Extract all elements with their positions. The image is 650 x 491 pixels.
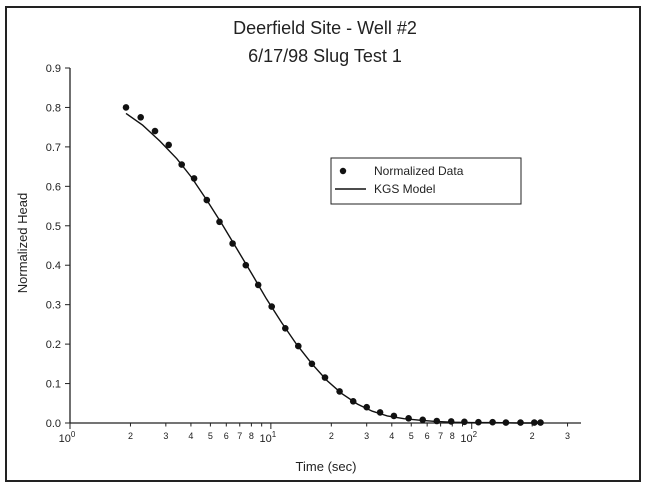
data-point bbox=[517, 419, 524, 426]
legend-label-kgs-model: KGS Model bbox=[374, 182, 435, 196]
data-point bbox=[242, 261, 250, 269]
y-axis-label: Normalized Head bbox=[15, 193, 30, 293]
data-point bbox=[419, 416, 427, 424]
data-point bbox=[537, 419, 544, 426]
x-minor-tick-label: 6 bbox=[224, 431, 229, 441]
x-minor-tick-label: 2 bbox=[329, 431, 334, 441]
x-minor-tick-label: 2 bbox=[128, 431, 133, 441]
chart-subtitle: 6/17/98 Slug Test 1 bbox=[248, 46, 402, 66]
data-point bbox=[178, 161, 185, 168]
data-point bbox=[216, 218, 223, 226]
chart-frame bbox=[5, 6, 641, 482]
x-major-tick-label: 102 bbox=[460, 430, 477, 445]
y-tick-label: 0.6 bbox=[46, 181, 61, 193]
data-point bbox=[165, 141, 172, 149]
data-point bbox=[376, 409, 384, 416]
data-point bbox=[447, 418, 455, 425]
x-minor-tick-label: 8 bbox=[249, 431, 254, 441]
y-tick-label: 0.7 bbox=[46, 142, 61, 154]
y-tick-label: 0.4 bbox=[46, 260, 61, 272]
chart-title: Deerfield Site - Well #2 bbox=[233, 18, 417, 38]
data-point bbox=[308, 360, 316, 368]
data-point bbox=[282, 325, 289, 332]
data-point bbox=[229, 240, 236, 247]
x-minor-tick-label: 3 bbox=[163, 431, 168, 441]
x-minor-tick-label: 7 bbox=[237, 431, 242, 441]
data-point bbox=[349, 398, 357, 405]
y-tick-label: 0.3 bbox=[46, 300, 61, 312]
data-point bbox=[190, 175, 198, 182]
x-axis-label: Time (sec) bbox=[296, 459, 357, 474]
y-tick-label: 0.1 bbox=[46, 379, 61, 391]
x-minor-tick-label: 5 bbox=[208, 431, 213, 441]
x-minor-tick-label: 4 bbox=[389, 431, 394, 441]
legend-marker-normalized-data bbox=[339, 167, 347, 175]
data-point bbox=[502, 419, 510, 426]
legend: Normalized Data KGS Model bbox=[330, 157, 522, 205]
x-minor-tick-label: 3 bbox=[565, 431, 570, 441]
y-tick-label: 0.9 bbox=[46, 63, 61, 75]
data-point bbox=[137, 114, 144, 121]
data-point bbox=[405, 415, 412, 422]
data-point bbox=[489, 418, 496, 426]
y-tick-label: 0.2 bbox=[46, 339, 61, 351]
data-point bbox=[122, 104, 130, 111]
legend-box bbox=[330, 157, 522, 205]
x-minor-tick-label: 2 bbox=[530, 431, 535, 441]
data-point bbox=[151, 127, 159, 135]
x-major-tick-label: 100 bbox=[59, 430, 76, 445]
data-point bbox=[475, 418, 482, 426]
data-point bbox=[203, 196, 211, 204]
data-point bbox=[531, 419, 538, 426]
data-point bbox=[321, 374, 329, 381]
x-minor-tick-label: 5 bbox=[409, 431, 414, 441]
data-point bbox=[268, 303, 276, 310]
data-point bbox=[254, 281, 262, 289]
legend-label-normalized-data: Normalized Data bbox=[374, 164, 464, 178]
data-point bbox=[390, 412, 398, 420]
y-tick-label: 0.0 bbox=[46, 418, 61, 430]
data-point bbox=[461, 418, 468, 426]
x-minor-tick-label: 4 bbox=[188, 431, 193, 441]
y-tick-label: 0.5 bbox=[46, 221, 61, 233]
data-points-layer bbox=[122, 104, 544, 426]
y-tick-label: 0.8 bbox=[46, 102, 61, 114]
x-minor-tick-label: 8 bbox=[450, 431, 455, 441]
x-minor-tick-label: 7 bbox=[438, 431, 443, 441]
x-minor-tick-label: 3 bbox=[364, 431, 369, 441]
data-point bbox=[433, 417, 441, 425]
axes: 0.0 0.1 0.2 0.3 0.4 0.5 0.6 0.7 0.8 0.9 100 101 102 2… bbox=[46, 63, 581, 445]
x-major-tick-label: 101 bbox=[260, 430, 277, 445]
data-point bbox=[363, 403, 371, 411]
data-point bbox=[336, 388, 343, 395]
x-minor-tick-label: 6 bbox=[425, 431, 430, 441]
data-point bbox=[295, 342, 302, 350]
